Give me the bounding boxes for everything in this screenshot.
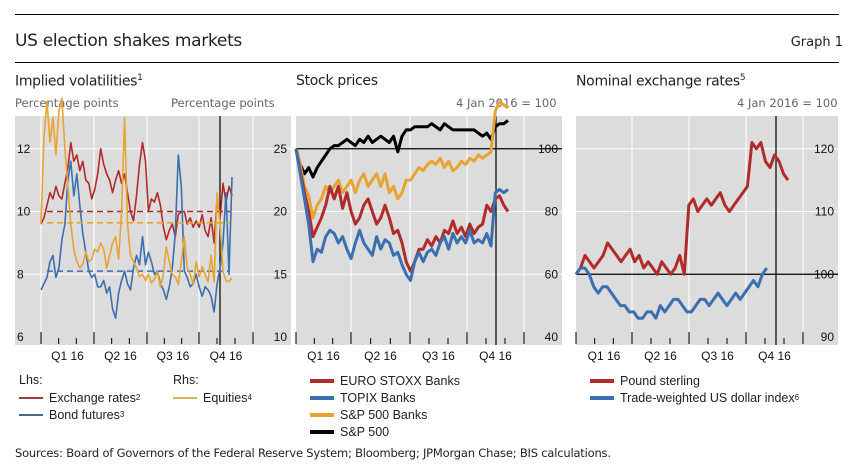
legend-label: S&P 500 Banks [340,407,428,422]
legend-label: EURO STOXX Banks [340,373,460,388]
panel2-legend: EURO STOXX Banks TOPIX Banks S&P 500 Ban… [310,372,460,440]
series-line-s-p-500 [294,119,509,179]
series-line-topix-banks [294,148,509,282]
legend-footnote: 2 [135,393,141,402]
x-tick-label: Q4 16 [758,349,791,363]
y-tick-label-left: 12 [17,142,31,156]
x-tick-label: Q1 16 [588,349,621,363]
panel1-plot-area [15,116,291,345]
panel3-title: Nominal exchange rates5 [576,73,746,90]
series-line-bond-futures [40,154,233,320]
y-tick-label-left: 6 [17,330,24,344]
panel1-legend: Lhs: Exchange rates 2 Bond futures 3 [19,373,140,423]
y-tick-label-right: 10 [274,330,288,344]
y-tick-label-left: 10 [17,205,31,219]
panel1-left-unit: Percentage points [15,96,119,110]
panel1-right-unit: Percentage points [171,96,275,110]
legend-lhs-label: Lhs: [19,373,43,387]
sources-note: Sources: Board of Governors of the Feder… [15,446,611,460]
legend-label: Bond futures [49,407,120,422]
legend-swatch [310,395,334,400]
legend-footnote: 4 [247,393,252,402]
y-tick-label-right: 25 [274,142,288,156]
legend-item-euro-stoxx: EURO STOXX Banks [310,372,460,389]
legend-item-exchange-rates: Exchange rates 2 [19,389,140,406]
x-tick-label: Q2 16 [644,349,677,363]
x-tick-label: Q1 16 [307,349,340,363]
y-tick-label: 60 [545,267,559,281]
panel2-unit: 4 Jan 2016 = 100 [456,96,557,110]
series-line-euro-stoxx-banks [294,148,510,273]
panel3-plot-area [576,116,838,345]
top-rule [15,14,839,15]
legend-swatch [310,378,334,383]
legend-swatch [590,378,614,383]
legend-item-topix: TOPIX Banks [310,389,460,406]
y-tick-label-right: 15 [274,267,288,281]
legend-item-sp500-banks: S&P 500 Banks [310,406,460,423]
y-tick-label: 110 [815,205,834,219]
x-tick-label: Q2 16 [364,349,397,363]
legend-label: Pound sterling [620,373,700,388]
legend-label: S&P 500 [340,424,390,439]
panel3-legend: Pound sterling Trade-weighted US dollar … [590,372,799,406]
legend-swatch [19,413,43,416]
legend-swatch [173,396,197,399]
legend-swatch [19,396,43,399]
legend-rhs-label: Rhs: [173,373,199,387]
panel2-title: Stock prices [296,73,378,89]
series-line-equities [40,97,233,288]
series-line-trade-weighted-us-dollar-index [574,266,769,320]
graph-number: Graph 1 [790,35,843,50]
panel3-unit: 4 Jan 2016 = 100 [737,96,838,110]
y-tick-label: 40 [545,330,559,344]
x-tick-label: Q4 16 [210,349,243,363]
panel2-plot-area [296,116,562,345]
y-tick-label: 90 [821,330,835,344]
y-tick-label-right: 20 [274,205,288,219]
legend-item-bond-futures: Bond futures 3 [19,406,140,423]
x-tick-label: Q4 16 [479,349,512,363]
legend-footnote: 3 [119,410,125,419]
legend-label: Equities [203,390,248,405]
legend-swatch [310,429,334,434]
legend-item-equities: Equities 4 [173,389,252,406]
legend-item-sp500: S&P 500 [310,423,460,440]
legend-footnote: 6 [794,393,800,402]
x-tick-label: Q2 16 [104,349,137,363]
panel1-legend-rhs: Rhs: Equities 4 [173,373,252,406]
x-tick-label: Q3 16 [701,349,734,363]
y-tick-label: 120 [814,142,834,156]
page-title: US election shakes markets [15,31,242,51]
legend-label: Trade-weighted US dollar index [620,390,795,405]
y-tick-label: 80 [545,205,559,219]
legend-swatch [590,395,614,400]
x-tick-label: Q1 16 [51,349,84,363]
legend-swatch [310,412,334,417]
y-tick-label-left: 8 [17,267,24,281]
title-rule [15,62,839,63]
x-tick-label: Q3 16 [422,349,455,363]
x-tick-label: Q3 16 [157,349,190,363]
legend-item-pound: Pound sterling [590,372,799,389]
legend-label: TOPIX Banks [340,390,416,405]
legend-item-usd-index: Trade-weighted US dollar index 6 [590,389,799,406]
series-line-pound-sterling [574,141,790,276]
legend-label: Exchange rates [49,390,136,405]
panel1-title: Implied volatilities1 [15,73,143,90]
